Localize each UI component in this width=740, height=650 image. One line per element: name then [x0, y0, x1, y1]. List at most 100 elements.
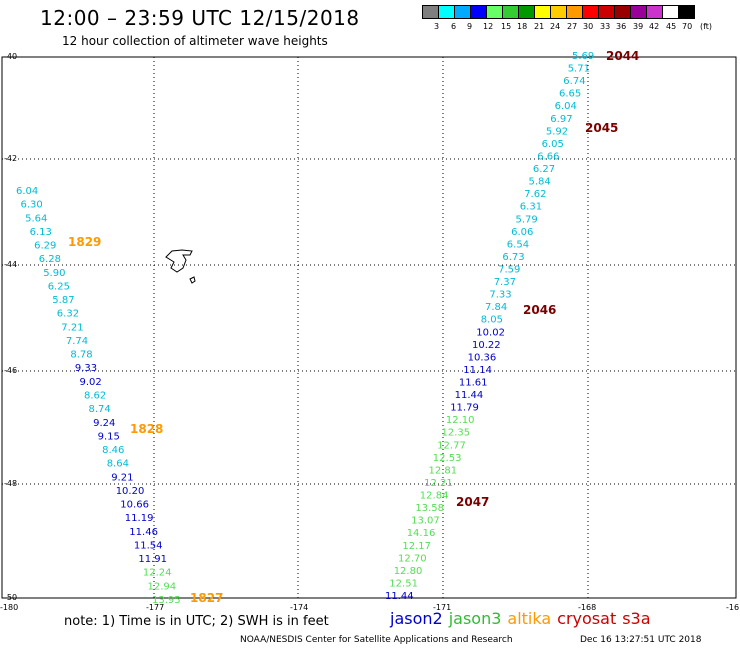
generated-timestamp: Dec 16 13:27:51 UTC 2018 [580, 635, 702, 645]
wave-height-value: 13.58 [415, 503, 444, 514]
wave-height-value: 5.71 [568, 64, 590, 75]
color-scale-label: 30 [583, 22, 594, 31]
wave-height-value: 11.54 [134, 541, 163, 552]
wave-height-value: 10.20 [116, 486, 145, 497]
pass-time-label: 2046 [523, 303, 556, 317]
wave-height-value: 8.78 [70, 350, 92, 361]
longitude-tick-label: -177 [146, 603, 165, 612]
map-subtitle: 12 hour collection of altimeter wave hei… [62, 34, 328, 48]
wave-height-value: 7.84 [485, 302, 507, 313]
color-scale-label: 21 [534, 22, 545, 31]
wave-height-value: 6.30 [21, 200, 43, 211]
wave-height-value: 12.10 [446, 415, 475, 426]
wave-height-value: 9.02 [80, 377, 102, 388]
latitude-tick-label: -40 [4, 52, 18, 61]
wave-height-value: 6.06 [511, 227, 533, 238]
wave-height-value: 10.36 [468, 352, 497, 363]
legend-cryosat: cryosat [557, 609, 617, 628]
altimeter-tracks: 5.695.716.746.656.046.975.926.056.666.27… [16, 49, 639, 606]
color-scale-label: 70 [682, 22, 693, 31]
latitude-tick-label: -44 [4, 260, 18, 269]
longitude-tick-label: -174 [290, 603, 309, 612]
credit-line: NOAA/NESDIS Center for Satellite Applica… [240, 635, 513, 645]
color-scale-label: 33 [600, 22, 611, 31]
wave-height-value: 6.25 [48, 281, 70, 292]
color-scale-label: 12 [483, 22, 494, 31]
wave-height-value: 11.79 [450, 403, 479, 414]
color-scale-label: 6 [451, 22, 457, 31]
wave-height-value: 6.32 [57, 309, 79, 320]
color-scale-label: 27 [567, 22, 578, 31]
wave-height-value: 13.07 [411, 516, 440, 527]
legend-altika: altika [507, 609, 552, 628]
longitude-tick-label: -180 [0, 603, 19, 612]
wave-height-value: 13.95 [152, 595, 181, 606]
footer-note: note: 1) Time is in UTC; 2) SWH is in fe… [64, 614, 329, 629]
wave-height-value: 5.90 [43, 268, 65, 279]
wave-height-value: 9.33 [75, 363, 97, 374]
wave-height-value: 12.81 [429, 465, 458, 476]
wave-height-value: 6.31 [520, 202, 542, 213]
wave-height-value: 14.16 [407, 528, 436, 539]
wave-height-value: 5.87 [52, 295, 74, 306]
wave-height-value: 6.04 [555, 101, 577, 112]
wave-height-value: 12.35 [442, 428, 471, 439]
pass-time-label: 2045 [585, 121, 618, 135]
wave-height-value: 12.24 [143, 568, 172, 579]
color-scale-bar [422, 5, 695, 19]
wave-height-value: 12.51 [389, 578, 418, 589]
color-scale-label: 42 [649, 22, 660, 31]
color-scale-label: 15 [501, 22, 512, 31]
wave-height-value: 11.91 [138, 554, 167, 565]
wave-height-value: 6.04 [16, 186, 38, 197]
wave-height-value: 11.61 [459, 378, 488, 389]
wave-height-value: 11.44 [455, 390, 484, 401]
wave-height-value: 6.27 [533, 164, 555, 175]
latitude-tick-label: -48 [4, 479, 18, 488]
map-frame [1, 56, 737, 599]
color-scale-label: 39 [633, 22, 644, 31]
longitude-tick-label: -16 [726, 603, 740, 612]
wave-height-value: 12.84 [420, 491, 449, 502]
color-scale-label: 3 [434, 22, 440, 31]
color-scale-label: (ft) [700, 22, 713, 31]
wave-height-value: 11.14 [463, 365, 492, 376]
wave-height-value: 8.46 [102, 445, 124, 456]
pass-time-label: 2044 [606, 49, 639, 63]
wave-height-value: 8.05 [481, 315, 503, 326]
wave-height-value: 6.66 [537, 152, 559, 163]
wave-height-value: 7.59 [498, 265, 520, 276]
wave-height-value: 12.80 [394, 566, 423, 577]
wave-height-value: 11.19 [125, 513, 154, 524]
map-title: 12:00 – 23:59 UTC 12/15/2018 [40, 6, 360, 30]
color-scale-label: 24 [550, 22, 561, 31]
color-swatch [678, 5, 695, 19]
pass-time-label: 2047 [456, 495, 489, 509]
wave-height-value: 10.02 [476, 327, 505, 338]
latitude-tick-label: -46 [4, 366, 18, 375]
color-scale-label: 36 [616, 22, 627, 31]
chatham-islands-outline [165, 249, 196, 284]
latitude-tick-label: -42 [4, 154, 18, 163]
wave-height-value: 12.70 [398, 553, 427, 564]
wave-height-value: 12.94 [148, 581, 177, 592]
wave-height-value: 8.74 [89, 404, 111, 415]
color-scale-label: 18 [517, 22, 528, 31]
wave-height-value: 8.64 [107, 459, 129, 470]
wave-height-value: 6.97 [550, 114, 572, 125]
longitude-tick-label: -168 [578, 603, 597, 612]
wave-height-value: 10.66 [120, 500, 149, 511]
wave-height-value: 6.29 [34, 241, 56, 252]
wave-height-value: 8.62 [84, 391, 106, 402]
color-scale-label: 9 [467, 22, 473, 31]
wave-height-value: 5.64 [25, 213, 47, 224]
wave-height-value: 7.62 [524, 189, 546, 200]
color-scale-labels: 3 6 9 12 15 18 21 24 27 30 33 36 39 42 45 70 (ft) [422, 22, 740, 34]
pass-time-label: 1827 [190, 591, 223, 605]
wave-height-value: 6.74 [563, 76, 585, 87]
wave-height-value: 6.13 [30, 227, 52, 238]
wave-height-value: 5.69 [572, 51, 594, 62]
graticule-grid [2, 57, 736, 598]
wave-height-value: 5.84 [529, 177, 551, 188]
